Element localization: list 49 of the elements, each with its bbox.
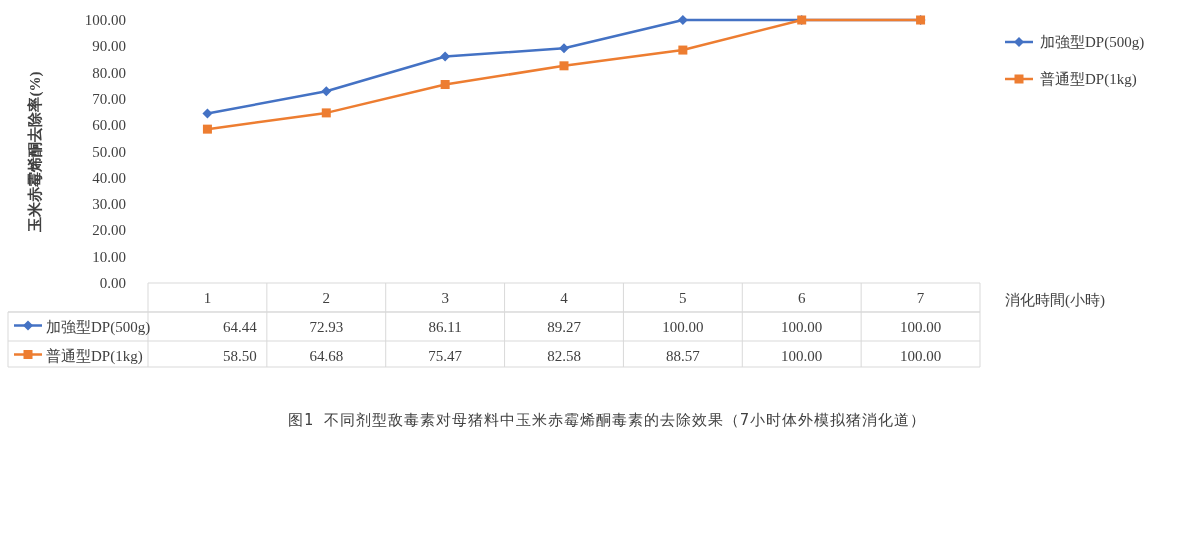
caption: 图1 不同剂型敌毒素对母猪料中玉米赤霉烯酮毒素的去除效果（7小时体外模拟猪消化道）: [287, 411, 927, 429]
data-label: 64.68: [309, 347, 344, 364]
x-tick-label: 5: [679, 290, 687, 306]
data-label: 72.93: [309, 318, 344, 335]
x-tick-label: 3: [441, 290, 449, 306]
data-label: 82.58: [547, 347, 581, 364]
point: [678, 45, 688, 55]
data-label: 64.44: [223, 318, 258, 335]
y-tick-label: 40.00: [92, 169, 126, 186]
x-tick-label: 4: [560, 290, 569, 306]
legend-label: 普通型DP(1kg): [1040, 71, 1137, 88]
data-label: 100.00: [899, 318, 942, 335]
x-tick-label: 1: [203, 290, 212, 306]
data-label: 100.00: [781, 318, 823, 335]
point: [559, 43, 569, 54]
data-label: 58.50: [223, 347, 257, 364]
y-tick-label: 10.00: [92, 248, 126, 265]
point: [321, 108, 331, 118]
point: [321, 86, 332, 97]
text: 加強型DP(500g): [46, 318, 151, 335]
y-tick-label: 80.00: [92, 64, 126, 81]
data-label: 100.00: [662, 318, 704, 335]
y-tick-label: 30.00: [92, 196, 126, 213]
point: [559, 61, 569, 71]
data-label: 89.27: [547, 318, 582, 335]
data-label: 86.11: [428, 318, 462, 335]
x-tick-label: 2: [322, 290, 331, 306]
legend-label: 加強型DP(500g): [1040, 34, 1145, 51]
y-tick-label: 20.00: [92, 222, 126, 239]
point: [440, 51, 451, 62]
data-label: 75.47: [428, 347, 463, 364]
x-tick-label: 7: [916, 290, 925, 306]
y-tick-label: 0.00: [99, 275, 126, 291]
y-tick-label: 100.00: [84, 12, 126, 28]
y-tick-label: 50.00: [92, 143, 126, 160]
data-label: 100.00: [781, 347, 823, 364]
data-label: 88.57: [665, 347, 701, 364]
point: [202, 124, 212, 134]
point: [440, 80, 450, 90]
y-tick-label: 70.00: [92, 90, 126, 107]
x-axis-title: 消化時間(小時): [1005, 292, 1105, 309]
y-axis-title: 玉米赤霉烯酮去除率(%): [26, 71, 44, 233]
x-tick-label: 6: [797, 290, 806, 306]
data-label: 100.00: [899, 347, 942, 364]
point: [677, 15, 688, 25]
y-tick-label: 60.00: [92, 117, 126, 134]
text: 普通型DP(1kg): [46, 347, 143, 364]
y-tick-label: 90.00: [92, 38, 126, 55]
point: [202, 108, 213, 119]
